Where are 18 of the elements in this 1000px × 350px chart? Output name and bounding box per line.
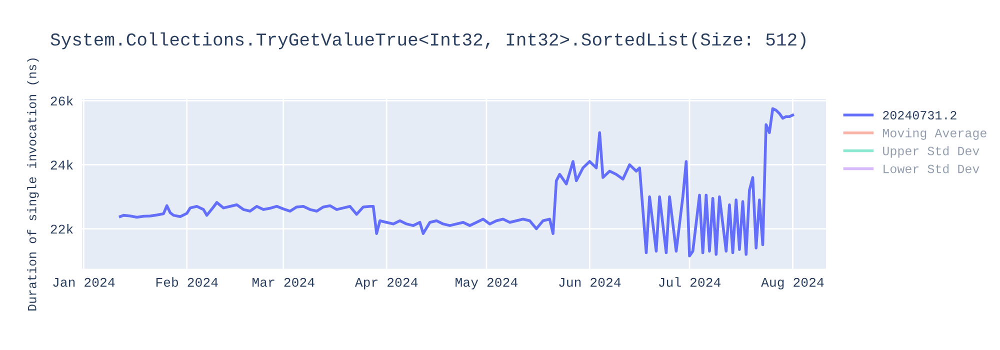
x-tick-label: Jun 2024 bbox=[559, 278, 621, 287]
legend-label: Moving Average bbox=[882, 128, 986, 140]
y-tick-label: 26k bbox=[50, 96, 73, 106]
x-tick-label: Jan 2024 bbox=[53, 278, 115, 287]
y-tick-label: 24k bbox=[50, 160, 73, 170]
y-axis-title: Duration of single invocation (ns) bbox=[27, 58, 39, 310]
legend-label: Upper Std Dev bbox=[883, 146, 980, 158]
x-tick-label: Apr 2024 bbox=[354, 278, 418, 290]
line-series bbox=[118, 107, 794, 258]
y-tick-label: 22k bbox=[50, 224, 73, 234]
x-tick-label: Mar 2024 bbox=[252, 278, 314, 287]
x-tick-label: May 2024 bbox=[456, 278, 518, 290]
legend-label: 20240731.2 bbox=[883, 110, 956, 120]
x-tick-label: Aug 2024 bbox=[761, 278, 824, 290]
legend-label: Lower Std Dev bbox=[884, 164, 980, 174]
x-tick-label: Jul 2024 bbox=[658, 277, 721, 287]
x-tick-label: Feb 2024 bbox=[156, 277, 218, 287]
chart-title: System.Collections.TryGetValueTrue<Int32, Int32>.SortedList(Size: 512) bbox=[50, 32, 806, 50]
